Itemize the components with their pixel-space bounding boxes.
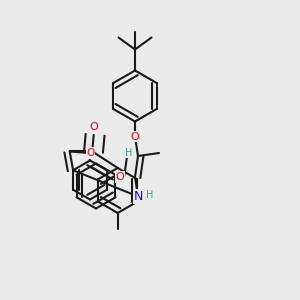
- Text: O: O: [89, 122, 98, 133]
- Text: O: O: [130, 131, 140, 142]
- Text: N: N: [133, 190, 143, 203]
- Text: H: H: [146, 190, 154, 200]
- Text: H: H: [125, 148, 133, 158]
- Text: O: O: [86, 148, 94, 158]
- Text: O: O: [116, 172, 124, 182]
